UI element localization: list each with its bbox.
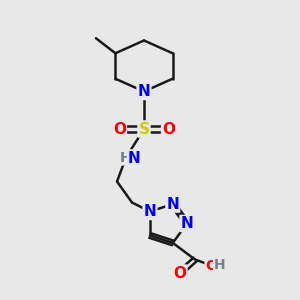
- Text: N: N: [181, 216, 193, 231]
- Text: O: O: [206, 259, 218, 272]
- Text: O: O: [173, 266, 187, 280]
- Text: H: H: [214, 258, 226, 272]
- Text: N: N: [167, 196, 179, 211]
- Text: N: N: [144, 204, 156, 219]
- Text: O: O: [162, 122, 175, 136]
- Text: S: S: [139, 122, 149, 136]
- Text: O: O: [113, 122, 126, 136]
- Text: N: N: [128, 151, 141, 166]
- Text: H: H: [120, 151, 132, 164]
- Text: N: N: [138, 84, 150, 99]
